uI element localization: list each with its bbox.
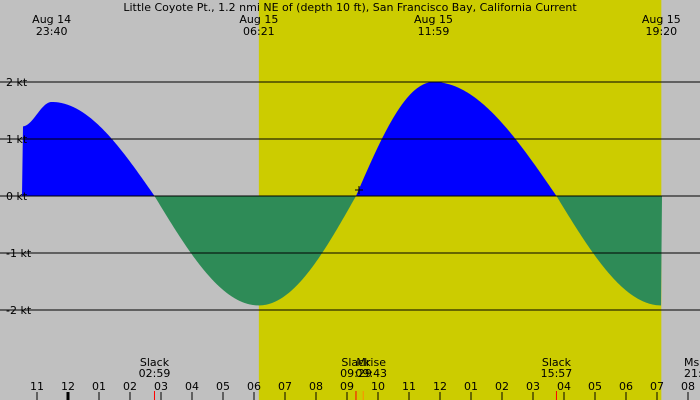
- top-event-date: Aug 15: [642, 13, 681, 26]
- y-tick-label: 0 kt: [6, 190, 28, 203]
- hour-tick-label: 04: [557, 380, 571, 393]
- hour-tick-label: 12: [433, 380, 447, 393]
- hour-tick-label: 06: [619, 380, 633, 393]
- hour-tick-label: 07: [650, 380, 664, 393]
- hour-tick-label: 11: [30, 380, 44, 393]
- hour-tick-label: 02: [123, 380, 137, 393]
- bottom-event-time: 15:57: [541, 367, 573, 380]
- hour-tick-label: 04: [185, 380, 199, 393]
- hour-tick-label: 08: [309, 380, 323, 393]
- hour-tick-label: 02: [495, 380, 509, 393]
- y-tick-label: -1 kt: [6, 247, 32, 260]
- y-gridlines: [0, 81, 700, 311]
- chart-title: Little Coyote Pt., 1.2 nmi NE of (depth …: [123, 1, 577, 14]
- top-event-time: 06:21: [243, 25, 275, 38]
- top-event-time: 19:20: [645, 25, 677, 38]
- y-tick-label: 1 kt: [6, 133, 28, 146]
- bottom-event-label: Slack: [140, 356, 170, 369]
- bottom-event-label: Ms: [684, 356, 699, 369]
- hour-tick-label: 01: [464, 380, 478, 393]
- hour-tick-label: 01: [92, 380, 106, 393]
- ebb-area: [0, 196, 700, 306]
- y-tick-label: -2 kt: [6, 304, 32, 317]
- y-tick-label: 2 kt: [6, 76, 28, 89]
- top-event-date: Aug 15: [239, 13, 278, 26]
- hour-tick-label: 12: [61, 380, 75, 393]
- hour-tick-label: 03: [154, 380, 168, 393]
- bottom-event-time: 21:: [684, 367, 700, 380]
- bottom-event-labels: Slack02:59Slack09:29Mrise09:43Slack15:57…: [139, 356, 700, 380]
- y-tick-labels: 2 kt 1 kt 0 kt -1 kt -2 kt: [6, 76, 32, 317]
- flood-area: [0, 82, 700, 196]
- bottom-event-label: Mrise: [356, 356, 386, 369]
- top-event-time: 11:59: [418, 25, 450, 38]
- hour-tick-label: 05: [216, 380, 230, 393]
- bottom-event-time: 09:43: [355, 367, 387, 380]
- hour-tick-label: 03: [526, 380, 540, 393]
- event-markers: [153, 186, 557, 400]
- hour-tick-label: 08: [681, 380, 695, 393]
- hour-tick-label: 07: [278, 380, 292, 393]
- hour-tick-label: 09: [340, 380, 354, 393]
- top-event-date: Aug 14: [32, 13, 71, 26]
- bottom-event-label: Slack: [341, 356, 371, 369]
- top-event-time: 23:40: [36, 25, 68, 38]
- hour-axis: 11 12 01 02 03 04 05 06 07 08 09 10 11 12 01 02 03 04 05 06…: [30, 380, 695, 400]
- hour-tick-label: 11: [402, 380, 416, 393]
- bottom-event-label: Slack: [542, 356, 572, 369]
- top-event-date: Aug 15: [414, 13, 453, 26]
- bottom-event-time: 02:59: [139, 367, 171, 380]
- current-area-layer: [0, 82, 700, 306]
- hour-tick-label: 10: [371, 380, 385, 393]
- hour-tick-label: 06: [247, 380, 261, 393]
- hour-tick-label: 05: [588, 380, 602, 393]
- bottom-event-time: 09:29: [340, 367, 372, 380]
